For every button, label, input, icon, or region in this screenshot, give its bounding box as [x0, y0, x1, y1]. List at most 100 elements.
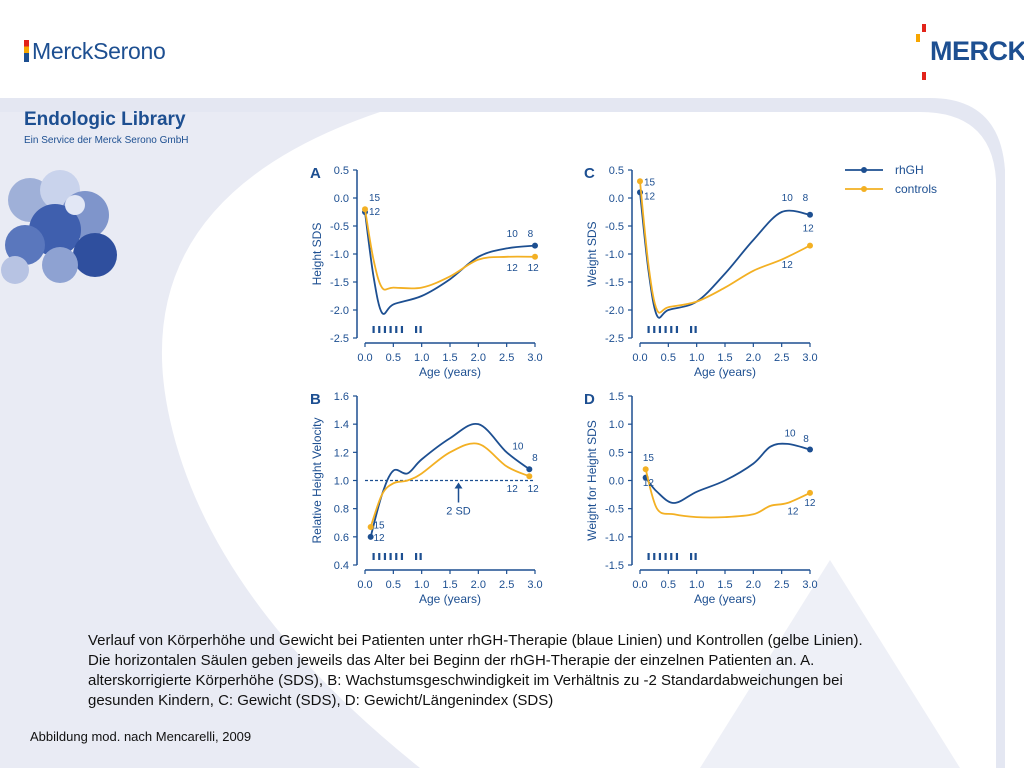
series-line-controls	[364, 209, 536, 291]
therapy-start-mark	[378, 326, 381, 333]
panel-letter: C	[584, 165, 595, 182]
count-annotation: 12	[369, 207, 381, 218]
x-tick-label: 3.0	[527, 579, 542, 591]
therapy-start-mark	[670, 326, 673, 333]
y-tick-label: 0.0	[609, 476, 624, 488]
merck-logo: MERCK	[916, 24, 1024, 80]
series-point-controls	[362, 206, 368, 213]
y-tick-label: 1.0	[609, 419, 624, 431]
series-point-controls	[637, 178, 643, 185]
series-point-controls	[807, 489, 813, 496]
x-tick-label: 3.0	[802, 579, 817, 591]
x-tick-label: 2.0	[471, 352, 486, 364]
x-axis-label: Age (years)	[419, 592, 481, 606]
count-annotation: 8	[803, 434, 809, 445]
count-annotation: 15	[369, 193, 381, 204]
therapy-start-mark	[389, 553, 392, 560]
y-axis-label: Weight SDS	[585, 221, 599, 286]
x-axis-label: Age (years)	[419, 365, 481, 379]
x-tick-label: 1.0	[689, 579, 704, 591]
y-tick-label: -0.5	[330, 221, 349, 233]
therapy-start-mark	[372, 326, 375, 333]
count-annotation: 12	[787, 506, 799, 517]
therapy-start-mark	[383, 553, 387, 560]
x-tick-label: 1.5	[717, 579, 732, 591]
count-annotation: 12	[507, 484, 519, 495]
y-tick-label: -1.5	[605, 560, 624, 572]
legend-marker-rhGH	[861, 167, 867, 173]
therapy-start-mark	[664, 553, 667, 560]
y-tick-label: 0.0	[334, 193, 349, 205]
therapy-start-mark	[419, 326, 422, 333]
count-annotation: 12	[804, 498, 816, 509]
count-annotation: 8	[803, 193, 809, 204]
series-point-rhGH	[367, 533, 374, 540]
therapy-start-mark	[415, 326, 418, 333]
therapy-start-mark	[653, 553, 656, 560]
y-tick-label: -1.0	[330, 249, 349, 261]
y-tick-label: -0.5	[605, 221, 624, 233]
x-tick-label: 0.0	[357, 579, 372, 591]
therapy-start-mark	[395, 326, 398, 333]
count-annotation: 10	[785, 429, 797, 440]
y-tick-label: -0.5	[605, 504, 624, 516]
x-tick-label: 2.0	[746, 579, 761, 591]
legend-marker-controls	[861, 186, 867, 192]
count-annotation: 12	[644, 192, 656, 203]
therapy-start-mark	[653, 326, 656, 333]
figure-source: Abbildung mod. nach Mencarelli, 2009	[30, 729, 252, 744]
therapy-start-mark	[690, 326, 693, 333]
y-tick-label: 0.8	[334, 504, 349, 516]
therapy-start-mark	[647, 326, 650, 333]
therapy-start-mark	[670, 553, 673, 560]
series-point-controls	[532, 253, 538, 260]
therapy-start-mark	[664, 326, 667, 333]
reference-arrowhead	[454, 482, 463, 489]
count-annotation: 12	[782, 260, 794, 271]
x-tick-label: 0.5	[661, 352, 676, 364]
x-tick-label: 2.0	[471, 579, 486, 591]
y-tick-label: 0.5	[609, 165, 624, 177]
count-annotation: 10	[512, 442, 524, 453]
panel-letter: A	[310, 165, 321, 182]
x-tick-label: 2.5	[499, 579, 514, 591]
x-tick-label: 2.5	[774, 579, 789, 591]
y-tick-label: 0.4	[334, 560, 349, 572]
count-annotation: 15	[643, 453, 655, 464]
series-line-rhGH	[369, 422, 530, 538]
panel-letter: B	[310, 391, 321, 408]
caption-line: alterskorrigierte Körperhöhe (SDS), B: W…	[88, 672, 843, 689]
x-tick-label: 3.0	[802, 352, 817, 364]
therapy-start-mark	[694, 553, 697, 560]
x-tick-label: 0.5	[386, 352, 401, 364]
therapy-start-mark	[415, 553, 418, 560]
x-tick-label: 2.0	[746, 352, 761, 364]
therapy-start-mark	[383, 326, 387, 333]
y-tick-label: 0.0	[609, 193, 624, 205]
y-tick-label: -1.0	[605, 532, 624, 544]
therapy-start-mark	[694, 326, 697, 333]
figure-caption: Verlauf von Körperhöhe und Gewicht bei P…	[88, 631, 988, 711]
count-annotation: 12	[528, 263, 540, 274]
y-axis-label: Height SDS	[310, 223, 324, 286]
y-tick-label: -1.5	[605, 277, 624, 289]
x-tick-label: 2.5	[774, 352, 789, 364]
reference-label: 2 SD	[446, 506, 471, 518]
y-tick-label: 1.4	[334, 419, 349, 431]
x-tick-label: 1.0	[414, 579, 429, 591]
x-tick-label: 0.0	[357, 352, 372, 364]
y-tick-label: -2.0	[605, 305, 624, 317]
series-line-controls	[369, 442, 530, 528]
y-tick-label: 0.5	[334, 165, 349, 177]
therapy-start-mark	[647, 553, 650, 560]
series-point-rhGH	[532, 242, 538, 249]
therapy-start-mark	[690, 553, 693, 560]
series-point-rhGH	[807, 446, 813, 453]
count-annotation: 15	[644, 178, 656, 189]
x-axis-label: Age (years)	[694, 592, 756, 606]
therapy-start-mark	[389, 326, 392, 333]
y-tick-label: 0.6	[334, 532, 349, 544]
x-tick-label: 0.5	[386, 579, 401, 591]
count-annotation: 10	[507, 229, 519, 240]
